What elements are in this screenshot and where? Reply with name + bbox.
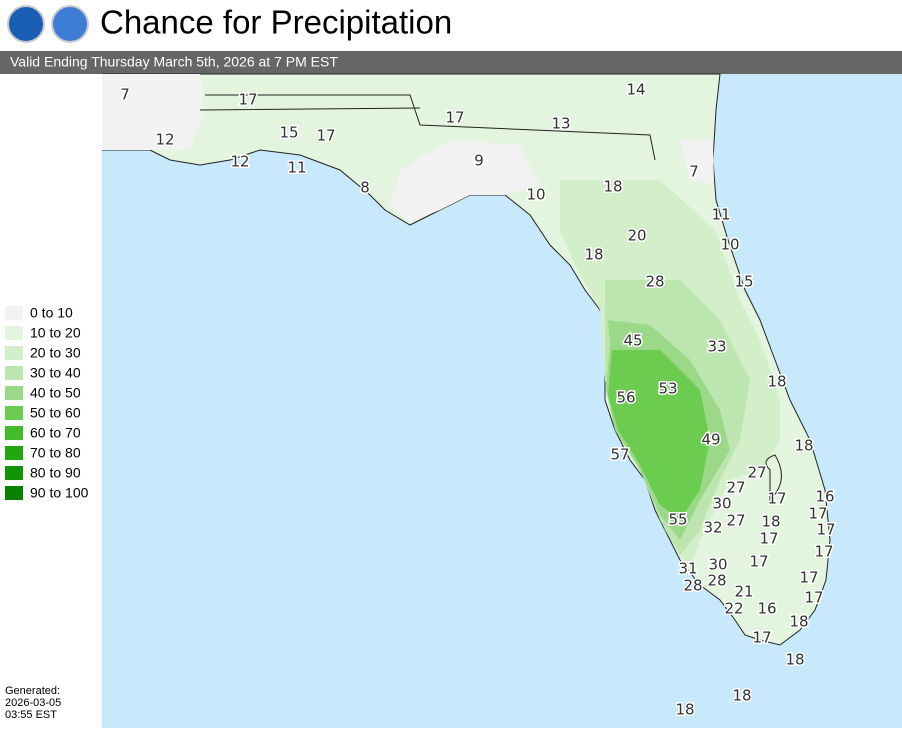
map-value-label: 17 (445, 109, 464, 127)
legend-swatch (5, 426, 23, 440)
legend-label: 0 to 10 (30, 305, 73, 321)
map-value-label: 16 (815, 488, 834, 506)
map-value-label: 27 (747, 464, 766, 482)
map-value-label: 17 (814, 543, 833, 561)
map-value-label: 21 (734, 583, 753, 601)
map-value-label: 16 (757, 600, 776, 618)
legend-swatch (5, 346, 23, 360)
map-value-label: 27 (726, 512, 745, 530)
map-value-label: 10 (526, 186, 545, 204)
nws-logo (51, 5, 89, 43)
subtitle-bar (0, 51, 902, 74)
map-value-label: 18 (732, 687, 751, 705)
map-value-label: 13 (551, 115, 570, 133)
map-value-label: 28 (645, 273, 664, 291)
map-value-label: 28 (683, 577, 702, 595)
map-value-label: 49 (701, 431, 720, 449)
subtitle: Valid Ending Thursday March 5th, 2026 at… (10, 54, 338, 70)
map-value-label: 11 (287, 159, 306, 177)
map-value-label: 28 (707, 572, 726, 590)
map-value-label: 12 (230, 153, 249, 171)
legend-label: 80 to 90 (30, 465, 81, 481)
map-value-label: 18 (603, 178, 622, 196)
map-value-label: 15 (734, 273, 753, 291)
map-value-label: 17 (316, 127, 335, 145)
legend-label: 70 to 80 (30, 445, 81, 461)
map-value-label: 7 (120, 86, 130, 104)
map-value-label: 56 (616, 389, 635, 407)
map-value-label: 14 (626, 81, 645, 99)
map-value-label: 55 (668, 511, 687, 529)
map-value-label: 17 (804, 589, 823, 607)
legend-swatch (5, 406, 23, 420)
map-value-label: 18 (789, 613, 808, 631)
map-value-label: 18 (761, 513, 780, 531)
map-value-label: 17 (816, 521, 835, 539)
map-value-label: 57 (610, 446, 629, 464)
legend-swatch (5, 386, 23, 400)
map-value-label: 8 (360, 179, 370, 197)
legend-label: 50 to 60 (30, 405, 81, 421)
legend-label: 90 to 100 (30, 485, 89, 501)
map-value-label: 17 (799, 569, 818, 587)
map-value-label: 32 (703, 519, 722, 537)
map-value-label: 10 (720, 236, 739, 254)
map-value-label: 45 (623, 332, 642, 350)
map-value-label: 20 (627, 227, 646, 245)
map-value-label: 9 (474, 152, 484, 170)
map-value-label: 53 (658, 380, 677, 398)
legend-label: 10 to 20 (30, 325, 81, 341)
legend-swatch (5, 466, 23, 480)
generated-label: Generated: (5, 685, 60, 697)
map-value-label: 30 (708, 556, 727, 574)
map-value-label: 18 (794, 437, 813, 455)
map-value-label: 12 (155, 131, 174, 149)
map-value-label: 31 (678, 560, 697, 578)
map-value-label: 18 (785, 651, 804, 669)
legend-swatch (5, 326, 23, 340)
noaa-logo (7, 5, 45, 43)
map-value-label: 33 (707, 338, 726, 356)
legend-label: 60 to 70 (30, 425, 81, 441)
map-value-label: 15 (279, 124, 298, 142)
map-value-label: 17 (238, 91, 257, 109)
map-value-label: 7 (689, 163, 699, 181)
legend-label: 30 to 40 (30, 365, 81, 381)
map-value-label: 18 (584, 246, 603, 264)
map-value-label: 18 (767, 373, 786, 391)
map-value-label: 17 (752, 629, 771, 647)
map-value-label: 17 (749, 553, 768, 571)
map-value-label: 17 (808, 505, 827, 523)
title: Chance for Precipitation (100, 4, 452, 41)
generated-time: 03:55 EST (5, 709, 57, 721)
legend-swatch (5, 486, 23, 500)
map-value-label: 27 (726, 479, 745, 497)
legend-swatch (5, 446, 23, 460)
map-value-label: 17 (767, 490, 786, 508)
legend-label: 20 to 30 (30, 345, 81, 361)
legend-swatch (5, 366, 23, 380)
map-value-label: 30 (712, 495, 731, 513)
generated-date: 2026-03-05 (5, 697, 61, 709)
map-value-label: 22 (724, 600, 743, 618)
map-value-label: 11 (711, 206, 730, 224)
legend-swatch (5, 306, 23, 320)
legend-label: 40 to 50 (30, 385, 81, 401)
map-value-label: 18 (675, 701, 694, 719)
map-value-label: 17 (759, 530, 778, 548)
